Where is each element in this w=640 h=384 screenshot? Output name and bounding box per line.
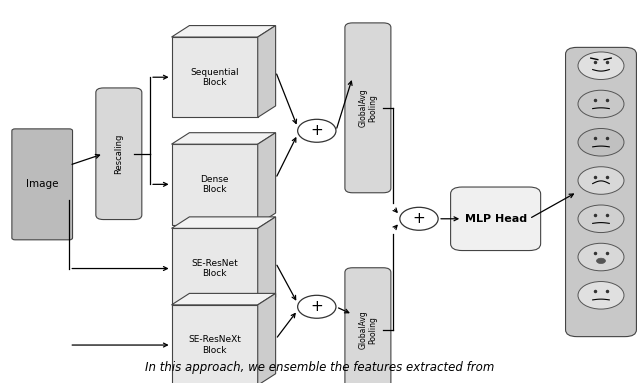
FancyBboxPatch shape xyxy=(96,88,142,220)
Polygon shape xyxy=(258,26,276,118)
Polygon shape xyxy=(172,228,258,309)
Polygon shape xyxy=(172,133,276,144)
Polygon shape xyxy=(258,293,276,384)
FancyBboxPatch shape xyxy=(345,23,391,193)
Polygon shape xyxy=(172,293,276,305)
Circle shape xyxy=(578,90,624,118)
Text: +: + xyxy=(310,123,323,138)
Polygon shape xyxy=(172,217,276,228)
Polygon shape xyxy=(172,305,258,384)
Text: In this approach, we ensemble the features extracted from: In this approach, we ensemble the featur… xyxy=(145,361,495,374)
Polygon shape xyxy=(172,26,276,37)
Polygon shape xyxy=(258,133,276,225)
Text: GlobalAvg
Pooling: GlobalAvg Pooling xyxy=(358,88,378,127)
Circle shape xyxy=(400,207,438,230)
Text: Rescaling: Rescaling xyxy=(115,134,124,174)
Circle shape xyxy=(578,167,624,194)
Circle shape xyxy=(596,258,605,263)
Text: +: + xyxy=(413,211,426,226)
Polygon shape xyxy=(258,217,276,309)
Polygon shape xyxy=(172,37,258,118)
Text: Sequential
Block: Sequential Block xyxy=(190,68,239,87)
Circle shape xyxy=(298,295,336,318)
Circle shape xyxy=(578,243,624,271)
Text: MLP Head: MLP Head xyxy=(465,214,527,224)
Circle shape xyxy=(578,281,624,309)
Text: SE-ResNet
Block: SE-ResNet Block xyxy=(191,259,238,278)
Polygon shape xyxy=(172,144,258,225)
Circle shape xyxy=(578,52,624,79)
Circle shape xyxy=(298,119,336,142)
FancyBboxPatch shape xyxy=(451,187,541,250)
Text: +: + xyxy=(310,299,323,314)
Text: Image: Image xyxy=(26,179,58,189)
FancyBboxPatch shape xyxy=(345,268,391,384)
FancyBboxPatch shape xyxy=(566,47,636,337)
Circle shape xyxy=(578,129,624,156)
FancyBboxPatch shape xyxy=(12,129,72,240)
Text: GlobalAvg
Pooling: GlobalAvg Pooling xyxy=(358,310,378,349)
Circle shape xyxy=(578,205,624,233)
Text: SE-ResNeXt
Block: SE-ResNeXt Block xyxy=(188,335,241,355)
Text: Dense
Block: Dense Block xyxy=(200,175,229,194)
